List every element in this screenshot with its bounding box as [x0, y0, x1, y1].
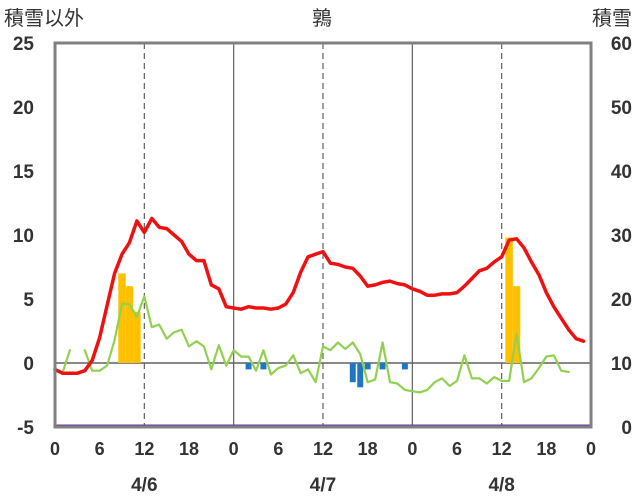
- plot-frame: [53, 41, 593, 429]
- right-tick-label: 10: [611, 354, 632, 375]
- bars-layer: [118, 237, 521, 388]
- date-label: 4/6: [131, 475, 157, 496]
- left-tick-label: 5: [23, 290, 34, 311]
- x-hour-tick-label: 12: [492, 439, 512, 459]
- right-tick-label: 40: [611, 162, 632, 183]
- x-hour-tick-label: 18: [179, 439, 199, 459]
- x-hour-tick-label: 0: [229, 439, 239, 459]
- x-hour-tick-label: 12: [313, 439, 333, 459]
- x-hour-tick-label: 18: [358, 439, 378, 459]
- left-tick-label: 20: [13, 98, 34, 119]
- x-hour-tick-label: 0: [50, 439, 60, 459]
- precip-bar: [401, 363, 408, 370]
- snowfall-bar: [118, 273, 126, 363]
- right-tick-label: 0: [621, 418, 632, 439]
- left-axis-title: 積雪以外: [4, 6, 84, 30]
- precip-bar: [349, 363, 356, 383]
- precip-bar: [245, 363, 252, 370]
- x-hour-tick-label: 6: [452, 439, 462, 459]
- date-label: 4/7: [310, 475, 336, 496]
- left-tick-label: 15: [13, 162, 35, 183]
- snowfall-bar: [512, 286, 521, 363]
- x-hour-tick-label: 6: [273, 439, 283, 459]
- x-hour-tick-label: 0: [407, 439, 417, 459]
- x-hour-tick-label: 12: [134, 439, 154, 459]
- right-axis-title: 積雪: [592, 6, 632, 30]
- right-tick-label: 20: [611, 290, 632, 311]
- precip-bar: [260, 363, 267, 370]
- chart-title: 鶉: [312, 6, 332, 30]
- snowfall-bar: [505, 237, 513, 363]
- precip-bar: [357, 363, 364, 388]
- grid-lines: [55, 43, 591, 427]
- left-tick-label: 25: [13, 34, 35, 55]
- x-hour-tick-label: 0: [586, 439, 596, 459]
- right-tick-label: 60: [611, 34, 632, 55]
- date-label: 4/8: [488, 475, 514, 496]
- right-tick-label: 30: [611, 226, 632, 247]
- x-hour-tick-label: 6: [95, 439, 105, 459]
- left-tick-label: 10: [13, 226, 34, 247]
- x-hour-tick-label: 18: [536, 439, 556, 459]
- left-tick-label: 0: [23, 354, 34, 375]
- precip-bar: [379, 363, 386, 370]
- snowfall-bar: [133, 311, 141, 363]
- temperature-series-line: [53, 216, 586, 375]
- right-tick-label: 50: [611, 98, 632, 119]
- left-tick-label: -5: [17, 418, 34, 439]
- precip-bar: [364, 363, 371, 370]
- snowfall-bar: [125, 286, 134, 363]
